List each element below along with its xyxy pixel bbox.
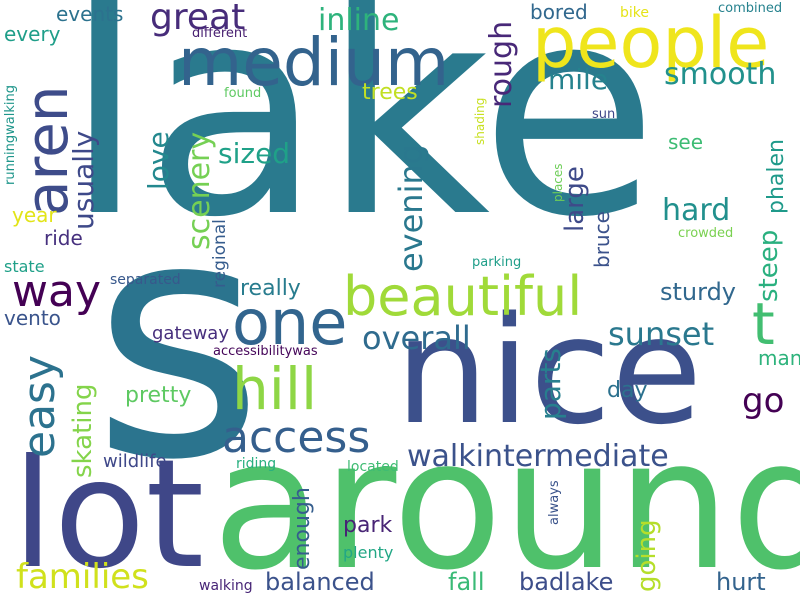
word-beautiful: beautiful [343, 265, 583, 328]
word-sun: sun [592, 107, 616, 122]
word-love: love [142, 131, 175, 190]
word-skating: skating [68, 383, 98, 478]
word-s: s [92, 148, 264, 532]
word-inline: inline [318, 3, 400, 38]
word-walking: walking [199, 578, 253, 594]
word-trees: trees [362, 80, 418, 105]
word-ride: ride [44, 226, 83, 250]
word-located: located [347, 459, 399, 475]
word-different: different [192, 26, 248, 41]
word-regional: regional [210, 219, 230, 288]
word-park: park [343, 513, 393, 538]
word-accessibilitywas: accessibilitywas [213, 344, 318, 359]
word-bruce: bruce [590, 211, 614, 268]
word-people: people [532, 2, 770, 84]
word-vento: vento [4, 306, 61, 330]
word-crowded: crowded [678, 226, 734, 241]
word-combined: combined [718, 1, 783, 16]
word-bike: bike [620, 5, 649, 21]
word-way: way [12, 266, 101, 317]
word-parking: parking [472, 255, 522, 270]
word-phalen: phalen [764, 139, 789, 214]
word-sized: sized [218, 137, 291, 170]
word-state: state [4, 257, 45, 276]
word-going: going [632, 519, 662, 592]
word-enough: enough [290, 487, 315, 570]
word-bored: bored [530, 0, 588, 24]
word-access: access [222, 412, 371, 463]
word-evening: evening [392, 143, 430, 272]
word-really: really [240, 276, 301, 301]
word-many: many [758, 346, 800, 370]
word-lake: lake [64, 0, 659, 281]
word-gateway: gateway [152, 323, 229, 344]
word-usually: usually [67, 130, 100, 230]
word-easy: easy [14, 355, 65, 458]
word-runningwalking: runningwalking [3, 84, 18, 185]
word-badlake: badlake [519, 568, 614, 596]
word-balanced: balanced [265, 568, 375, 596]
word-wildlife: wildlife [103, 451, 167, 472]
word-rough: rough [484, 20, 519, 108]
word-medium: medium [178, 24, 450, 101]
word-one: one [232, 286, 348, 359]
word-separated: separated [110, 272, 181, 288]
word-mile: mile [548, 63, 609, 96]
word-great: great [150, 0, 246, 38]
word-hurt: hurt [716, 568, 766, 596]
word-every: every [4, 22, 61, 46]
word-fall: fall [448, 568, 485, 596]
word-sunset: sunset [608, 315, 715, 353]
word-t: t [752, 290, 775, 358]
word-go: go [742, 381, 785, 421]
word-riding: riding [236, 456, 277, 472]
word-steep: steep [754, 229, 784, 302]
word-large: large [560, 166, 590, 232]
word-parts: parts [534, 347, 567, 420]
word-hard: hard [662, 193, 731, 228]
word-see: see [668, 130, 704, 154]
word-sturdy: sturdy [660, 278, 737, 306]
word-around: around [212, 401, 800, 600]
word-pretty: pretty [125, 383, 192, 408]
word-plenty: plenty [343, 543, 394, 562]
word-events: events [56, 2, 124, 26]
word-nice: nice [395, 285, 703, 457]
word-always: always [547, 480, 562, 525]
word-places: places [551, 163, 565, 202]
word-walkintermediate: walkintermediate [407, 439, 669, 474]
word-families: families [16, 557, 149, 597]
word-lot: lot [12, 428, 205, 600]
word-shading: shading [473, 97, 487, 145]
word-year: year [12, 203, 57, 227]
word-smooth: smooth [664, 57, 777, 92]
word-hill: hill [232, 355, 318, 423]
word-found: found [224, 86, 262, 101]
word-overall: overall [362, 319, 471, 357]
word-day: day [607, 378, 648, 403]
